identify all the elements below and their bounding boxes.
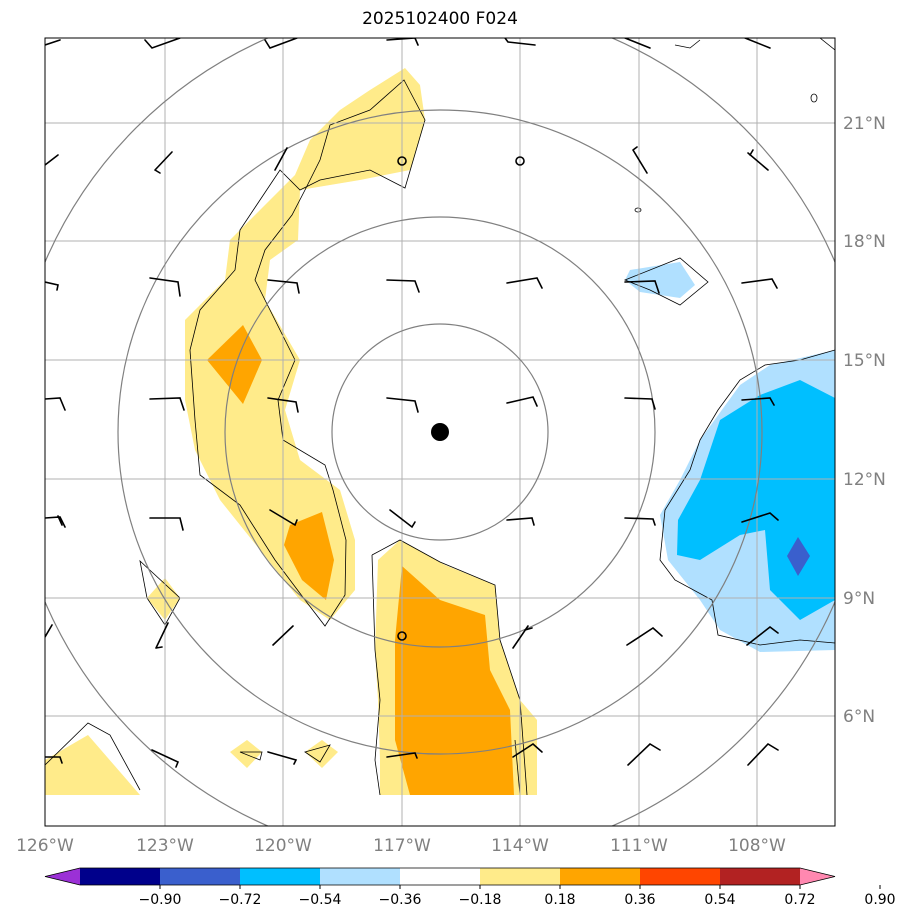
lon-label-120: 120°W [254, 836, 312, 856]
map-title: 2025102400 F024 [362, 9, 518, 29]
wind-barbs [45, 38, 779, 768]
range-rings [45, 38, 835, 826]
colorbar-tick-label: 0.36 [624, 892, 655, 908]
colorbar-segment [80, 868, 161, 885]
lon-label-108: 108°W [728, 836, 786, 856]
lat-label-12: 12°N [843, 470, 886, 490]
map-plot-area [45, 38, 835, 826]
colorbar-segment [560, 868, 641, 885]
negative-shade-east-peak [787, 537, 810, 576]
positive-shade-west-core-2 [284, 512, 334, 600]
lat-label-21: 21°N [843, 114, 886, 134]
positive-shade-west-band [185, 68, 425, 620]
colorbar-tick-label: −0.72 [219, 892, 262, 908]
positive-shade-south-core [395, 566, 514, 795]
positive-shade-west-core-1 [207, 325, 262, 404]
shaded-field [45, 68, 835, 795]
lon-label-111: 111°W [610, 836, 668, 856]
latitude-labels: 21°N 18°N 15°N 12°N 9°N 6°N [843, 114, 886, 727]
positive-shade-small-3 [305, 740, 338, 768]
lon-label-117: 117°W [373, 836, 431, 856]
longitude-labels: 126°W 123°W 120°W 117°W 114°W 111°W 108°… [16, 836, 786, 856]
colorbar-segment [400, 868, 481, 885]
colorbar-tick-label: 0.90 [864, 892, 895, 908]
storm-center-marker [431, 423, 449, 441]
colorbar-segment [160, 868, 241, 885]
lat-label-18: 18°N [843, 232, 886, 252]
lon-label-123: 123°W [136, 836, 194, 856]
colorbar-segment [640, 868, 721, 885]
graticule [45, 38, 835, 826]
colorbar-segment [480, 868, 561, 885]
colorbar: −0.90 −0.72 −0.54 −0.36 −0.18 0.18 0.36 0.54 0.7… [44, 867, 896, 908]
colorbar-extend-low [45, 868, 80, 885]
lat-label-15: 15°N [843, 351, 886, 371]
lon-label-114: 114°W [491, 836, 549, 856]
colorbar-tick-label: −0.18 [459, 892, 502, 908]
positive-shade-sw [45, 735, 140, 795]
colorbar-outline [44, 867, 836, 886]
colorbar-segment [240, 868, 321, 885]
colorbar-segment [720, 868, 801, 885]
lat-label-6: 6°N [843, 707, 875, 727]
lon-label-126: 126°W [16, 836, 74, 856]
lat-label-9: 9°N [843, 589, 875, 609]
map-frame [44, 37, 836, 827]
colorbar-tick-label: 0.18 [544, 892, 575, 908]
colorbar-extend-high [800, 868, 835, 885]
negative-shade-small [625, 262, 695, 298]
colorbar-segment [320, 868, 401, 885]
colorbar-tick-label: −0.36 [379, 892, 422, 908]
colorbar-tick-label: −0.90 [139, 892, 182, 908]
colorbar-tick-label: 0.72 [784, 892, 815, 908]
calm-markers [397, 156, 525, 641]
colorbar-tick-label: 0.54 [704, 892, 735, 908]
colorbar-tick-label: −0.54 [299, 892, 342, 908]
